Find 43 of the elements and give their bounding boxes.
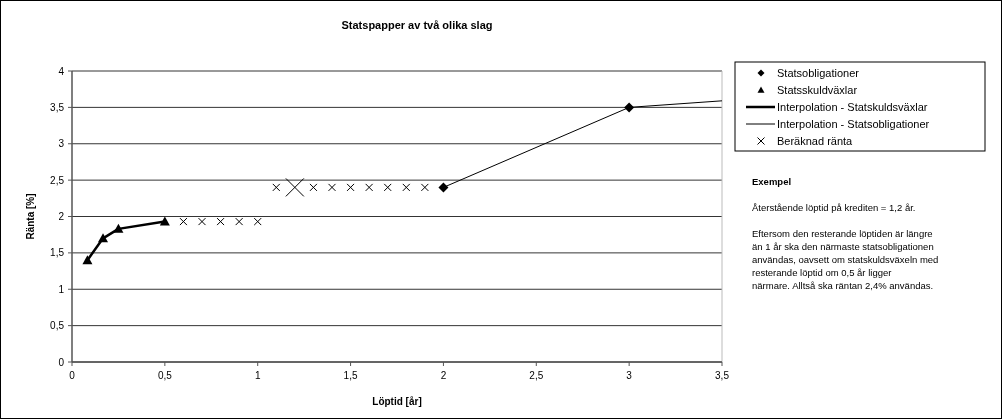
x-tick-label: 0 [69, 370, 76, 381]
y-axis-title: Ränta [%] [25, 193, 36, 240]
legend-label: Beräknad ränta [777, 134, 854, 147]
x-axis-title: Löptid [år] [372, 396, 422, 407]
point [253, 217, 262, 226]
legend-label: Interpolation - Statskuldsväxlar [777, 100, 928, 113]
chart-title: Statspapper av två olika slag [341, 19, 493, 31]
point [216, 217, 225, 226]
x-tick-label: 3,5 [715, 370, 730, 381]
y-tick-label: 0 [58, 356, 65, 368]
point [402, 183, 411, 192]
legend-label: Statsobligationer [777, 66, 860, 79]
point [365, 183, 374, 192]
point [328, 183, 336, 192]
point [235, 217, 244, 226]
legend-label: Interpolation - Statsobligationer [777, 117, 930, 130]
x-tick-label: 1,5 [343, 370, 358, 381]
x-tick-label: 2 [440, 370, 447, 381]
text: Exempel [752, 176, 792, 187]
point [198, 217, 206, 226]
x-tick-label: 2,5 [529, 370, 544, 381]
y-tick-label: 2 [58, 211, 65, 222]
point [179, 217, 188, 226]
y-tick-label: 3,5 [50, 101, 65, 113]
point [420, 183, 429, 192]
text: Eftersom den resterande löptiden är längre än 1 år ska den närmaste statsobligationen användas, oavsett om statskuldsväxeln med resterande löptid om 0,5 år ligger närmare. Alltså ska räntan 2,4% användas. [752, 228, 939, 291]
point [285, 177, 305, 197]
point [383, 183, 392, 192]
y-tick-label: 4 [58, 65, 65, 77]
point [272, 183, 281, 192]
x-tick-label: 1 [254, 370, 261, 381]
y-tick-label: 3 [58, 138, 65, 150]
point [159, 216, 170, 226]
y-tick-label: 1 [58, 283, 65, 295]
y-tick-label: 0,5 [50, 320, 65, 332]
x-tick-label: 0,5 [157, 370, 173, 381]
legend-label: Statsskuldväxlar [777, 83, 858, 96]
x-tick-label: 3 [626, 370, 633, 381]
point [346, 183, 355, 192]
y-tick-label: 2,5 [50, 174, 65, 186]
y-tick-label: 1,5 [50, 247, 65, 259]
point [309, 183, 318, 192]
text: Återstående löptid på krediten = 1,2 år. [752, 202, 916, 213]
